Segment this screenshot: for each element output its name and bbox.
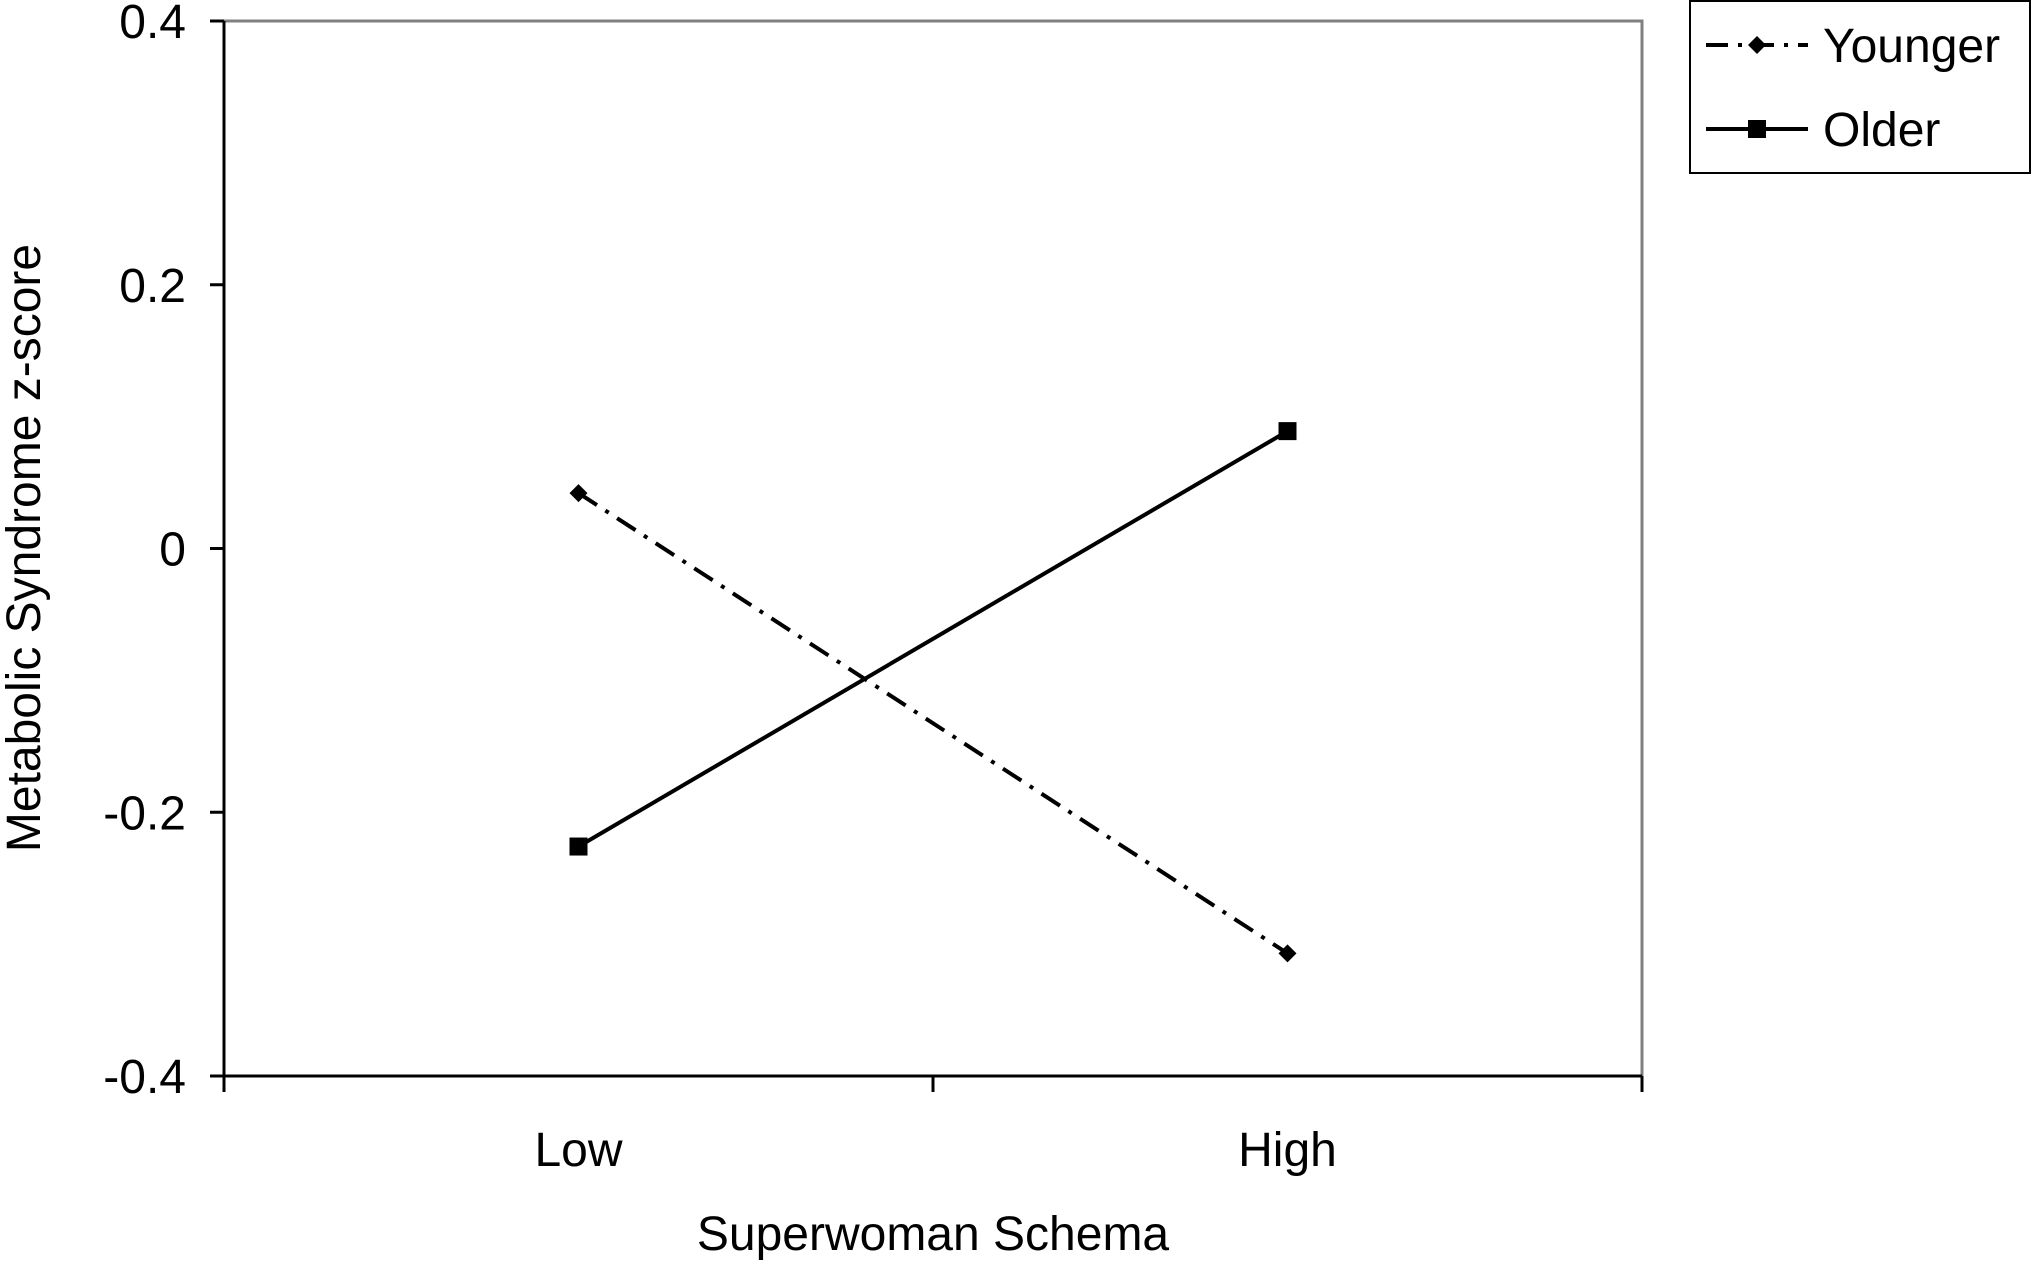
legend-item-older: Older bbox=[1706, 104, 1940, 157]
legend-item-younger: Younger bbox=[1706, 20, 2000, 73]
y-tick-label: 0.4 bbox=[119, 0, 186, 49]
y-tick-label: 0.2 bbox=[119, 260, 186, 313]
legend-box bbox=[1689, 0, 2031, 174]
y-tick-label: -0.2 bbox=[103, 787, 186, 840]
y-tick-label: 0 bbox=[159, 524, 186, 577]
plot-area bbox=[222, 19, 1644, 1078]
x-tick-label: Low bbox=[534, 1124, 622, 1177]
data-point-younger bbox=[1278, 944, 1297, 963]
data-point-older bbox=[569, 837, 588, 856]
x-tick-label: High bbox=[1238, 1124, 1337, 1177]
legend-label: Older bbox=[1823, 104, 1940, 157]
x-ticks: Low High bbox=[222, 1076, 1644, 1177]
series-younger bbox=[569, 484, 1297, 963]
legend-marker bbox=[1748, 120, 1766, 138]
legend-marker bbox=[1748, 36, 1766, 54]
y-axis-title: Metabolic Syndrome z-score bbox=[0, 244, 51, 852]
data-point-older bbox=[1278, 422, 1297, 441]
series-line-older bbox=[577, 429, 1289, 849]
series-older bbox=[569, 422, 1297, 856]
y-ticks: 0.4 0.2 0 -0.2 -0.4 bbox=[103, 0, 224, 1104]
y-tick-label: -0.4 bbox=[103, 1051, 186, 1104]
legend: Younger Older bbox=[1689, 0, 2031, 174]
series-layer bbox=[569, 422, 1297, 963]
legend-label: Younger bbox=[1823, 20, 2000, 73]
series-line-younger bbox=[577, 491, 1289, 956]
x-axis-title: Superwoman Schema bbox=[697, 1208, 1170, 1261]
data-point-younger bbox=[569, 484, 588, 503]
